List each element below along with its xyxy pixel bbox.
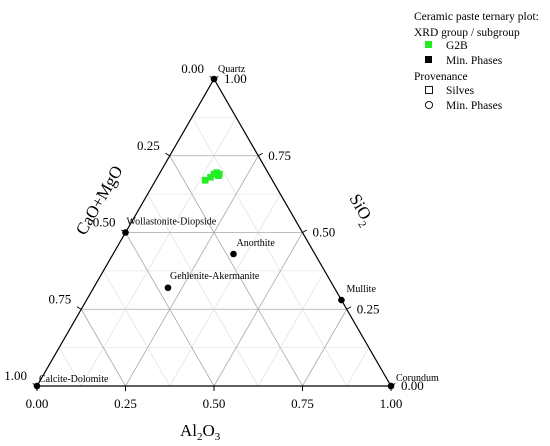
g2b-point xyxy=(207,173,214,181)
grid-line-cao-mgo xyxy=(191,117,348,387)
legend-label-min-phases-1: Min. Phases xyxy=(446,55,503,67)
grid-line-cao-mgo xyxy=(125,232,215,387)
grid-line-cao-mgo xyxy=(80,309,126,387)
mineral-phase-point xyxy=(33,382,41,390)
g2b-point xyxy=(216,170,223,178)
legend-title: Ceramic paste ternary plot: xyxy=(414,11,539,23)
grid-line-al2o3 xyxy=(213,232,303,387)
bottom-axis-title: Al2O3 xyxy=(180,421,221,443)
mineral-phase-point xyxy=(230,250,237,258)
tick-labels: 0.00 0.25 0.50 0.75 1.00 0.00 0.25 0.50 0.75 1.00… xyxy=(4,61,424,411)
mineral-phase-point xyxy=(338,296,345,304)
mineral-phase-label: Wollastonite-Diopside xyxy=(127,217,217,228)
data-points xyxy=(33,75,395,390)
grid-line-cao-mgo xyxy=(147,193,259,387)
mineral-phase-label: Corundum xyxy=(396,373,439,384)
right-axis-title: SiO2 xyxy=(342,191,378,230)
bottom-tick-label: 1.00 xyxy=(380,396,403,411)
right-tick-label: 0.50 xyxy=(313,225,336,240)
right-tick-mark xyxy=(257,152,263,157)
mineral-phase-label: Mullite xyxy=(346,284,376,295)
right-tick-label: 1.00 xyxy=(224,71,247,86)
legend-group2-title: Provenance xyxy=(414,71,468,83)
bottom-tick-label: 0.75 xyxy=(291,396,314,411)
legend-label-g2b: G2B xyxy=(446,40,468,52)
legend-marker-min-phases-filled xyxy=(425,56,432,63)
grid-line-al2o3 xyxy=(346,347,370,387)
left-tick-label: 0.25 xyxy=(137,138,160,153)
left-tick-label: 0.50 xyxy=(93,215,116,230)
legend-marker-silves xyxy=(425,86,433,94)
mineral-phase-point xyxy=(122,229,129,236)
mineral-phase-label: Gehlenite-Akermanite xyxy=(170,271,260,282)
right-tick-label: 0.25 xyxy=(357,301,380,316)
legend-group1-title: XRD group / subgroup xyxy=(414,27,520,39)
mineral-phase-label: Calcite-Dolomite xyxy=(39,374,109,385)
grid-line-cao-mgo xyxy=(103,270,171,387)
g2b-point xyxy=(201,177,209,184)
left-tick-label: 1.00 xyxy=(4,368,27,383)
mineral-phase-point xyxy=(210,75,218,83)
left-tick-label: 0.75 xyxy=(49,291,72,306)
mineral-phase-point xyxy=(387,382,395,390)
right-tick-label: 0.00 xyxy=(401,378,424,393)
legend-label-silves: Silves xyxy=(446,85,475,97)
left-tick-label: 0.00 xyxy=(181,61,204,76)
mineral-phase-point xyxy=(164,284,172,292)
grid-layer xyxy=(58,117,370,387)
bottom-tick-label: 0.50 xyxy=(203,396,226,411)
right-tick-label: 0.75 xyxy=(268,148,291,163)
mineral-phase-label: Anorthite xyxy=(236,238,275,249)
legend-marker-min-phases-open xyxy=(424,100,434,110)
grid-line-al2o3 xyxy=(169,193,281,387)
grid-line-al2o3 xyxy=(80,117,237,387)
legend-marker-g2b xyxy=(425,41,432,48)
grid-line-al2o3 xyxy=(302,309,348,387)
legend: Ceramic paste ternary plot: XRD group / … xyxy=(414,11,539,112)
bottom-tick-label: 0.00 xyxy=(26,396,49,411)
right-tick-mark xyxy=(302,229,308,233)
legend-label-min-phases-2: Min. Phases xyxy=(446,100,503,112)
left-tick-mark xyxy=(165,152,171,157)
mineral-phase-label: Quartz xyxy=(218,64,246,75)
grid-line-al2o3 xyxy=(257,270,325,387)
right-tick-mark xyxy=(346,306,352,310)
left-tick-mark xyxy=(76,306,82,310)
point-labels: Quartz Wollastonite-Diopside Anorthite Mull… xyxy=(39,64,439,385)
bottom-tick-label: 0.25 xyxy=(114,396,137,411)
grid-line-cao-mgo xyxy=(58,347,82,387)
